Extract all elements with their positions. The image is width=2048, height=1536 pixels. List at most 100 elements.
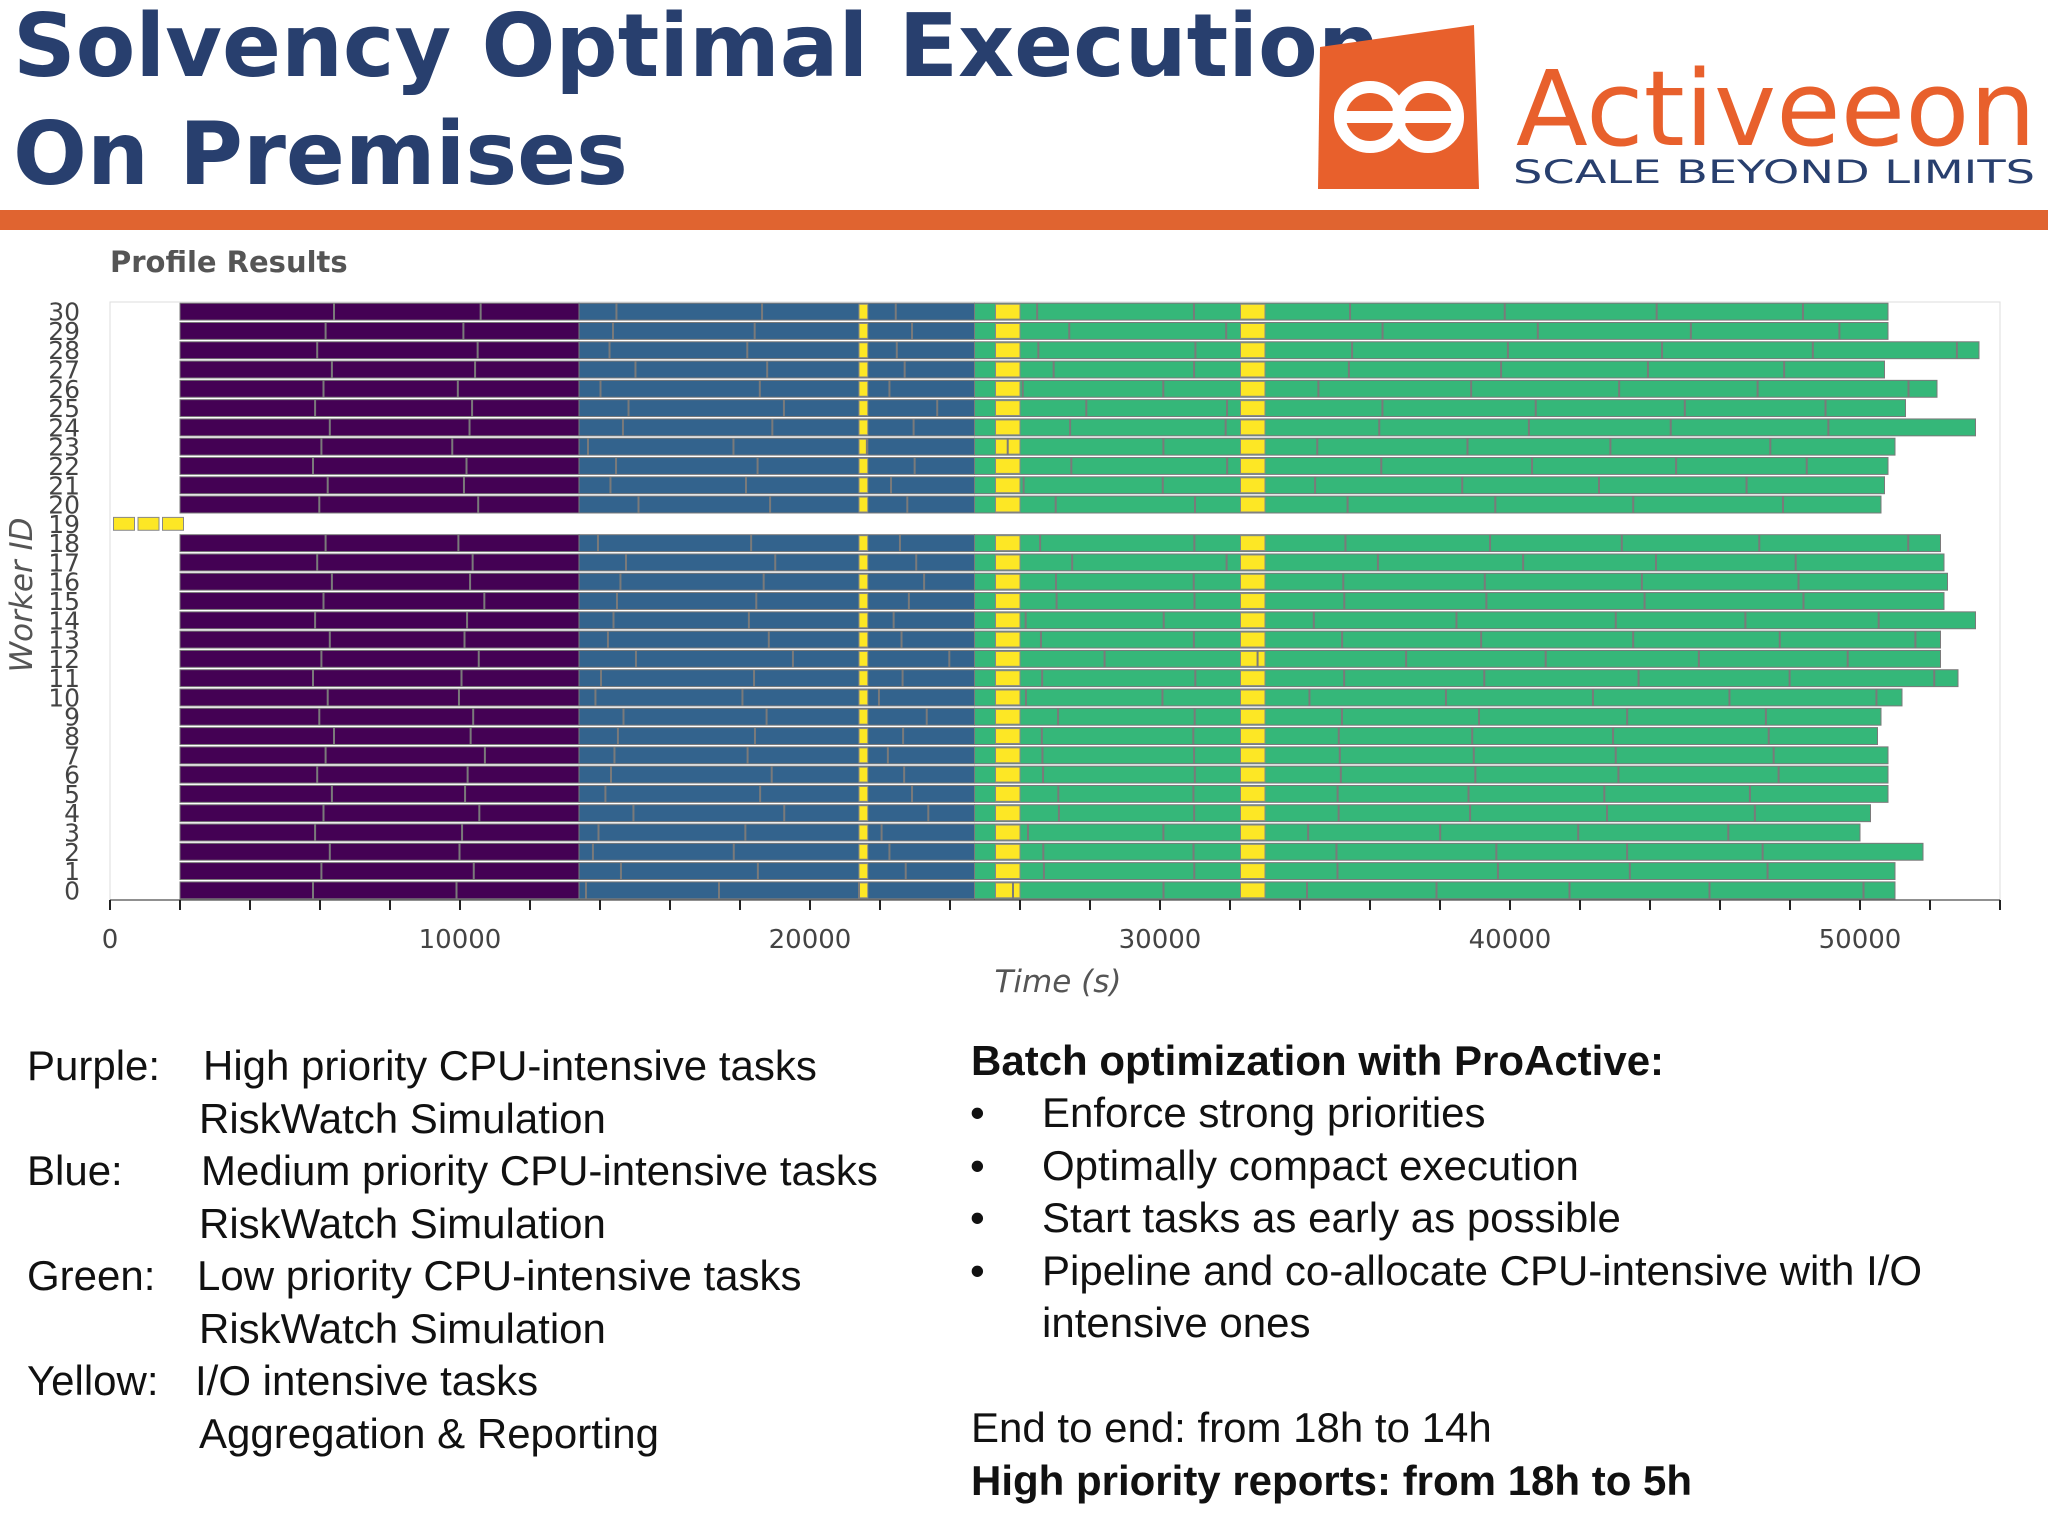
task-bar-purple xyxy=(179,399,580,418)
io-task-bar xyxy=(858,342,869,359)
io-task-bar xyxy=(1240,496,1266,513)
io-task-bar xyxy=(995,400,1021,417)
y-tick-label: 2 xyxy=(64,838,80,867)
io-task-bar xyxy=(1240,824,1266,841)
io-task-bar xyxy=(995,805,1021,822)
task-bar-green xyxy=(974,476,1885,495)
task-bar-green xyxy=(974,534,1941,553)
x-tick-label: 40000 xyxy=(1469,925,1552,955)
io-task-bar xyxy=(1240,419,1266,436)
task-bar-blue xyxy=(578,418,975,437)
y-tick-label: 15 xyxy=(48,587,80,616)
task-bar-green xyxy=(974,592,1945,610)
io-task-bar xyxy=(858,400,869,417)
y-tick-label: 20 xyxy=(48,491,80,520)
io-task-bar xyxy=(995,728,1021,744)
io-task-bar xyxy=(995,303,1021,320)
io-task-bar xyxy=(995,824,1021,841)
task-bar-purple xyxy=(179,727,580,745)
io-task-bar xyxy=(995,573,1021,590)
legend-text: High priority CPU-intensive tasks xyxy=(203,1042,817,1089)
y-tick-label: 9 xyxy=(64,703,80,732)
io-task-bar xyxy=(858,612,869,629)
task-bar-purple xyxy=(179,611,580,630)
task-bar-blue xyxy=(578,302,975,321)
task-bar-purple xyxy=(179,418,580,437)
io-task-bar xyxy=(858,882,869,899)
io-task-bar xyxy=(995,882,1021,899)
task-bar-green xyxy=(974,746,1889,765)
summary-bullet: • Enforce strong priorities xyxy=(970,1087,1970,1139)
y-tick-label: 25 xyxy=(48,394,80,423)
task-bar-blue xyxy=(578,321,975,340)
task-bar-purple xyxy=(179,707,580,726)
io-task-bar xyxy=(1240,766,1266,783)
io-task-bar xyxy=(995,689,1021,706)
io-task-bar xyxy=(995,650,1021,667)
io-task-bar xyxy=(858,766,869,783)
task-bar-green xyxy=(974,360,1885,379)
task-bar-purple xyxy=(179,746,580,765)
io-task-bar xyxy=(995,766,1021,783)
legend-text: I/O intensive tasks xyxy=(195,1357,539,1404)
task-bar-purple xyxy=(179,630,580,649)
task-bar-green xyxy=(974,321,1889,340)
io-task-bar xyxy=(858,593,869,609)
io-task-bar xyxy=(995,612,1021,629)
legend-head: Purple: xyxy=(27,1042,161,1089)
io-task-bar xyxy=(1240,863,1266,880)
task-bar-blue xyxy=(578,611,975,630)
task-bar-blue xyxy=(578,746,975,765)
io-task-bar xyxy=(1240,380,1266,397)
io-task-bar xyxy=(1240,573,1266,590)
io-task-bar xyxy=(995,458,1021,474)
task-bar-blue xyxy=(578,399,975,418)
task-bar-purple xyxy=(179,765,580,784)
io-task-bar xyxy=(995,863,1021,880)
batch-summary: Batch optimization with ProActive: • Enf… xyxy=(970,1030,2040,1530)
io-task-bar xyxy=(995,708,1021,725)
y-tick-label: 27 xyxy=(48,356,80,385)
task-bar-green xyxy=(974,457,1889,475)
io-task-bar xyxy=(858,785,869,802)
slide-title: Solvency Optimal Execution On Premises xyxy=(13,0,1380,208)
x-axis-label: Time (s) xyxy=(994,964,1121,1000)
task-bar-green xyxy=(974,437,1896,456)
task-bar-blue xyxy=(578,862,975,881)
task-bar-green xyxy=(974,399,1906,418)
io-task-bar xyxy=(995,342,1021,359)
legend-text: RiskWatch Simulation xyxy=(199,1095,606,1142)
legend-head: Yellow: xyxy=(27,1357,159,1404)
task-bar-green xyxy=(974,804,1871,823)
io-task-bar xyxy=(1240,458,1266,474)
y-tick-label: 14 xyxy=(48,606,80,635)
task-bar-blue xyxy=(578,688,975,707)
y-tick-label: 30 xyxy=(48,298,80,327)
io-task-bar xyxy=(858,689,869,706)
io-task-bar xyxy=(1240,728,1266,744)
task-bars xyxy=(179,302,1980,900)
y-tick-label: 23 xyxy=(48,433,80,462)
task-separators xyxy=(312,303,1958,899)
io-task-bar xyxy=(858,554,869,571)
io-task-bar xyxy=(995,419,1021,436)
y-tick-label: 29 xyxy=(48,317,80,346)
io-task-bar xyxy=(995,631,1021,648)
io-task-bar xyxy=(1240,535,1266,552)
logo-wordmark: Activeeon xyxy=(1516,48,2036,170)
end-to-end-text: End to end: from 18h to 14h xyxy=(971,1404,1492,1451)
task-bar-green xyxy=(974,379,1938,398)
logo-tagline: SCALE BEYOND LIMITS xyxy=(1513,153,2035,191)
io-task-bar xyxy=(995,496,1021,513)
y-tick-label: 1 xyxy=(64,857,80,886)
bullet-icon: • xyxy=(970,1142,985,1189)
task-bar-blue xyxy=(578,842,975,861)
io-task-bar xyxy=(858,670,869,687)
io-task-bar xyxy=(1240,882,1266,899)
x-tick-label: 50000 xyxy=(1819,925,1902,955)
io-task-bar xyxy=(858,496,869,513)
summary-bullet: • Start tasks as early as possible xyxy=(970,1192,1970,1244)
bullet-icon: • xyxy=(970,1089,985,1136)
io-task-bar xyxy=(858,708,869,725)
task-bar-green xyxy=(974,611,1976,630)
